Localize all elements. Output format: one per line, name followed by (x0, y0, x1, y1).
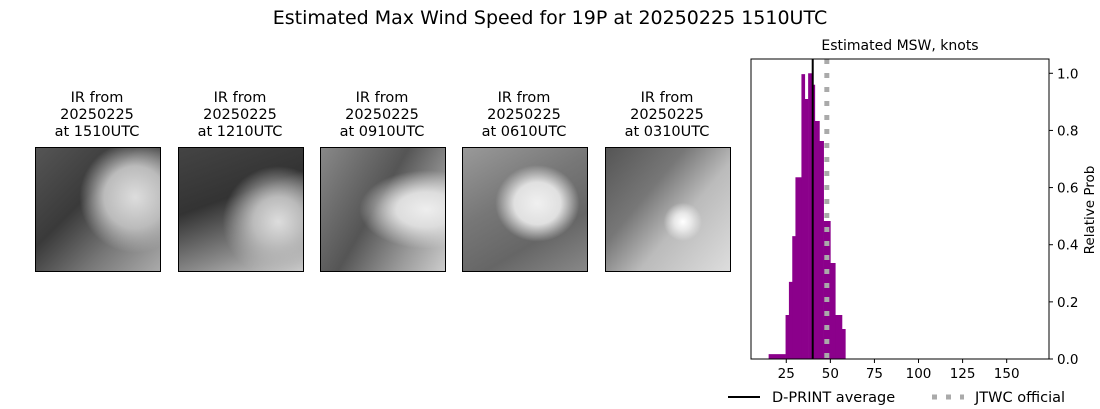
ir-panel-title-line: IR from (70, 90, 124, 106)
histogram-bar (814, 121, 820, 359)
ir-panel-title-line: at 0910UTC (339, 124, 425, 140)
histogram-bar (823, 221, 831, 359)
histogram-bar (808, 73, 813, 360)
x-tick-label: 75 (866, 366, 883, 382)
y-tick-label: 1.0 (1057, 66, 1078, 82)
x-tick-label: 100 (906, 366, 932, 382)
ir-panel-title: IR from 20250225 at 1510UTC (27, 90, 167, 141)
x-tick-label: 125 (950, 366, 976, 382)
histogram-bar (792, 236, 796, 359)
ir-satellite-image (178, 147, 304, 272)
ir-panel-title: IR from 20250225 at 1210UTC (170, 90, 310, 141)
x-tick-label: 150 (994, 366, 1020, 382)
histogram-bar (830, 263, 836, 359)
ir-panel-title-line: 20250225 (203, 107, 277, 123)
y-tick-label: 0.0 (1057, 352, 1078, 368)
ir-panel-title-line: IR from (213, 90, 267, 106)
histogram-bar (795, 177, 802, 359)
histogram-bar (768, 354, 786, 359)
ir-panel-title-line: IR from (497, 90, 551, 106)
histogram-bar (835, 315, 843, 359)
ir-satellite-image (320, 147, 446, 272)
legend-jtwc-label: JTWC official (974, 390, 1065, 406)
y-tick-label: 0.6 (1057, 181, 1078, 197)
ir-panel-title-line: IR from (640, 90, 694, 106)
ir-panel-title-line: at 0310UTC (624, 124, 710, 140)
ir-satellite-image (462, 147, 588, 272)
ir-panel-title-line: 20250225 (60, 107, 134, 123)
ir-panel-title: IR from 20250225 at 0610UTC (454, 90, 594, 141)
ir-satellite-image (605, 147, 731, 272)
chart-title: Estimated MSW, knots (821, 38, 978, 54)
histogram-bar (841, 329, 846, 359)
histogram-bar (785, 315, 790, 359)
ir-panel-title-line: at 0610UTC (481, 124, 567, 140)
histogram-bar (819, 141, 824, 359)
figure-title: Estimated Max Wind Speed for 19P at 2025… (272, 7, 828, 29)
ir-satellite-image (35, 147, 161, 272)
ir-panel-title-line: 20250225 (345, 107, 419, 123)
y-axis-label: Relative Prob (1082, 166, 1098, 255)
ir-panel-title-line: at 1510UTC (54, 124, 140, 140)
y-tick-label: 0.2 (1057, 295, 1078, 311)
y-tick-label: 0.8 (1057, 123, 1078, 139)
x-tick-label: 50 (822, 366, 839, 382)
y-tick-label: 0.4 (1057, 238, 1078, 254)
ir-panel-title-line: at 1210UTC (197, 124, 283, 140)
ir-panel-title: IR from 20250225 at 0910UTC (312, 90, 452, 141)
legend-dprint-label: D-PRINT average (772, 390, 895, 406)
ir-panel-title-line: IR from (355, 90, 409, 106)
x-tick-label: 25 (778, 366, 795, 382)
ir-panel-title-line: 20250225 (630, 107, 704, 123)
histogram-bar (804, 99, 809, 359)
histogram-bar (788, 281, 793, 359)
ir-panel-title-line: 20250225 (487, 107, 561, 123)
ir-panel-title: IR from 20250225 at 0310UTC (597, 90, 737, 141)
histogram-bar (801, 74, 806, 360)
plot-frame (750, 58, 1050, 360)
